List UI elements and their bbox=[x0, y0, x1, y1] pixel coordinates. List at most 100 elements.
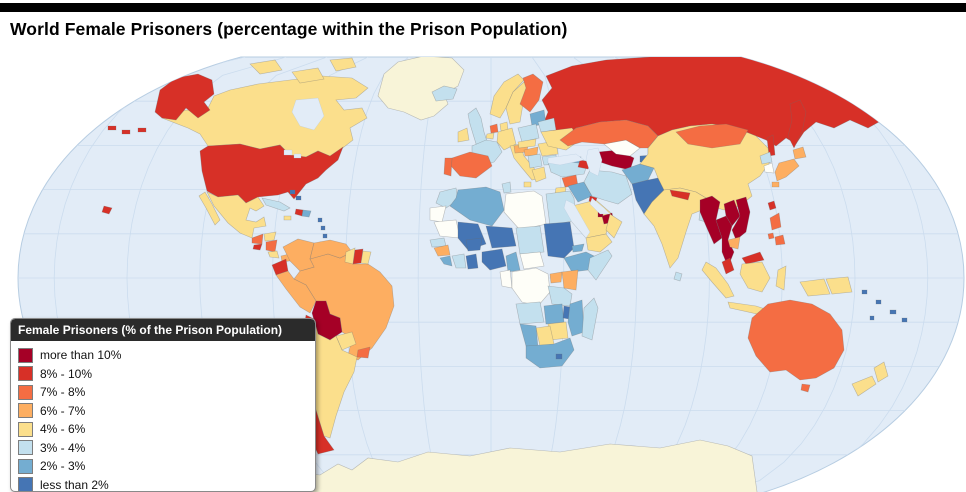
region-bahamas[interactable] bbox=[289, 189, 302, 201]
region-vietnam[interactable] bbox=[731, 196, 751, 241]
region-australia[interactable] bbox=[747, 299, 845, 381]
region-ivory-coast[interactable] bbox=[451, 253, 467, 269]
region-germany[interactable] bbox=[496, 127, 517, 151]
region-papua-new-guinea[interactable] bbox=[825, 276, 853, 295]
region-india[interactable] bbox=[643, 187, 707, 269]
region-cuba[interactable] bbox=[261, 197, 291, 212]
legend-label: 7% - 8% bbox=[40, 385, 86, 399]
region-north-korea[interactable] bbox=[759, 151, 773, 165]
region-lesser-antilles[interactable] bbox=[317, 217, 328, 247]
region-ghana[interactable] bbox=[465, 253, 479, 270]
region-baja[interactable] bbox=[198, 191, 221, 226]
sea-persian-gulf bbox=[589, 197, 611, 215]
region-colombia[interactable] bbox=[282, 238, 315, 272]
region-cambodia[interactable] bbox=[727, 236, 741, 250]
region-guinea[interactable] bbox=[433, 244, 451, 257]
region-ireland[interactable] bbox=[457, 127, 470, 143]
legend-item: 4% - 6% bbox=[18, 420, 315, 438]
map-legend: Female Prisoners (% of the Prison Popula… bbox=[10, 318, 316, 492]
region-antarctica bbox=[239, 439, 759, 492]
region-mexico[interactable] bbox=[206, 191, 267, 239]
region-hawaii[interactable] bbox=[101, 205, 113, 215]
region-finland[interactable] bbox=[519, 73, 544, 113]
region-dominican-republic[interactable] bbox=[301, 209, 312, 218]
region-south-korea[interactable] bbox=[763, 162, 775, 174]
region-central-african-republic[interactable] bbox=[519, 251, 545, 270]
region-spain[interactable] bbox=[450, 151, 493, 179]
region-sri-lanka[interactable] bbox=[673, 271, 683, 282]
region-arctic-islands[interactable] bbox=[249, 57, 357, 84]
region-philippines[interactable] bbox=[767, 212, 786, 246]
region-tunisia[interactable] bbox=[501, 181, 512, 194]
region-kenya[interactable] bbox=[561, 269, 579, 291]
region-uruguay[interactable] bbox=[356, 346, 371, 359]
region-poland[interactable] bbox=[517, 123, 540, 143]
region-thailand[interactable] bbox=[715, 215, 735, 268]
region-nigeria[interactable] bbox=[481, 248, 507, 271]
legend-swatch-4-6 bbox=[18, 421, 33, 437]
region-oman[interactable] bbox=[605, 213, 623, 239]
region-afghanistan[interactable] bbox=[621, 163, 655, 185]
region-uganda[interactable] bbox=[549, 271, 563, 284]
region-liberia[interactable] bbox=[439, 255, 453, 267]
region-tasmania[interactable] bbox=[800, 383, 811, 393]
region-nicaragua[interactable] bbox=[265, 239, 278, 253]
region-nepal[interactable] bbox=[669, 189, 691, 201]
region-french-guiana[interactable] bbox=[360, 250, 372, 265]
region-netherlands[interactable] bbox=[489, 123, 499, 134]
region-south-africa[interactable] bbox=[525, 337, 575, 369]
region-malaysia-borneo[interactable] bbox=[741, 251, 765, 265]
region-belgium[interactable] bbox=[485, 132, 495, 140]
region-somalia[interactable] bbox=[587, 249, 613, 281]
region-honduras[interactable] bbox=[263, 231, 277, 242]
region-madagascar[interactable] bbox=[581, 297, 599, 341]
region-kamchatka[interactable] bbox=[787, 99, 807, 149]
region-portugal[interactable] bbox=[443, 157, 453, 177]
region-tanzania[interactable] bbox=[547, 285, 573, 307]
region-yemen[interactable] bbox=[585, 233, 613, 253]
region-iran[interactable] bbox=[583, 169, 633, 205]
legend-swatch-6-7 bbox=[18, 403, 33, 418]
region-el-salvador[interactable] bbox=[252, 243, 263, 251]
region-balkans[interactable] bbox=[527, 153, 543, 169]
region-sakhalin[interactable] bbox=[766, 134, 776, 157]
region-greece[interactable] bbox=[531, 166, 547, 183]
top-border-bar bbox=[0, 3, 966, 12]
legend-item: less than 2% bbox=[18, 476, 315, 491]
page-title: World Female Prisoners (percentage withi… bbox=[10, 19, 568, 39]
region-iceland[interactable] bbox=[431, 85, 458, 102]
region-sicily[interactable] bbox=[523, 181, 532, 188]
region-laos[interactable] bbox=[723, 199, 741, 227]
region-burkina-faso[interactable] bbox=[465, 237, 483, 252]
region-uzbekistan[interactable] bbox=[603, 139, 641, 157]
region-niger[interactable] bbox=[485, 225, 517, 249]
region-cameroon[interactable] bbox=[505, 251, 521, 273]
region-new-zealand[interactable] bbox=[851, 361, 889, 397]
region-mongolia[interactable] bbox=[675, 123, 749, 149]
region-chad[interactable] bbox=[515, 225, 545, 255]
region-sudan[interactable] bbox=[543, 221, 575, 259]
legend-item: 8% - 10% bbox=[18, 365, 315, 383]
region-japan[interactable] bbox=[771, 146, 807, 188]
region-taiwan[interactable] bbox=[767, 200, 777, 211]
sea-hudson-bay bbox=[291, 97, 325, 131]
sea-black-sea bbox=[547, 153, 585, 166]
sea-caspian bbox=[585, 147, 603, 177]
region-aleutians[interactable] bbox=[107, 125, 147, 135]
region-drc[interactable] bbox=[511, 267, 551, 307]
region-belarus[interactable] bbox=[537, 117, 557, 133]
legend-swatch-more-than-10 bbox=[18, 347, 33, 363]
region-malaysia[interactable] bbox=[721, 257, 735, 275]
region-algeria[interactable] bbox=[449, 186, 505, 227]
region-angola[interactable] bbox=[515, 301, 545, 325]
legend-label: 2% - 3% bbox=[40, 459, 86, 473]
region-congo-gabon[interactable] bbox=[499, 269, 513, 289]
region-zambia[interactable] bbox=[543, 303, 565, 325]
region-eritrea[interactable] bbox=[571, 243, 585, 253]
region-costa-rica[interactable] bbox=[267, 250, 280, 259]
region-lesotho[interactable] bbox=[555, 353, 563, 360]
region-mozambique[interactable] bbox=[567, 299, 585, 337]
region-jamaica[interactable] bbox=[283, 215, 292, 221]
region-czech-slovakia[interactable] bbox=[517, 138, 537, 149]
region-pacific-islands[interactable] bbox=[861, 289, 908, 323]
